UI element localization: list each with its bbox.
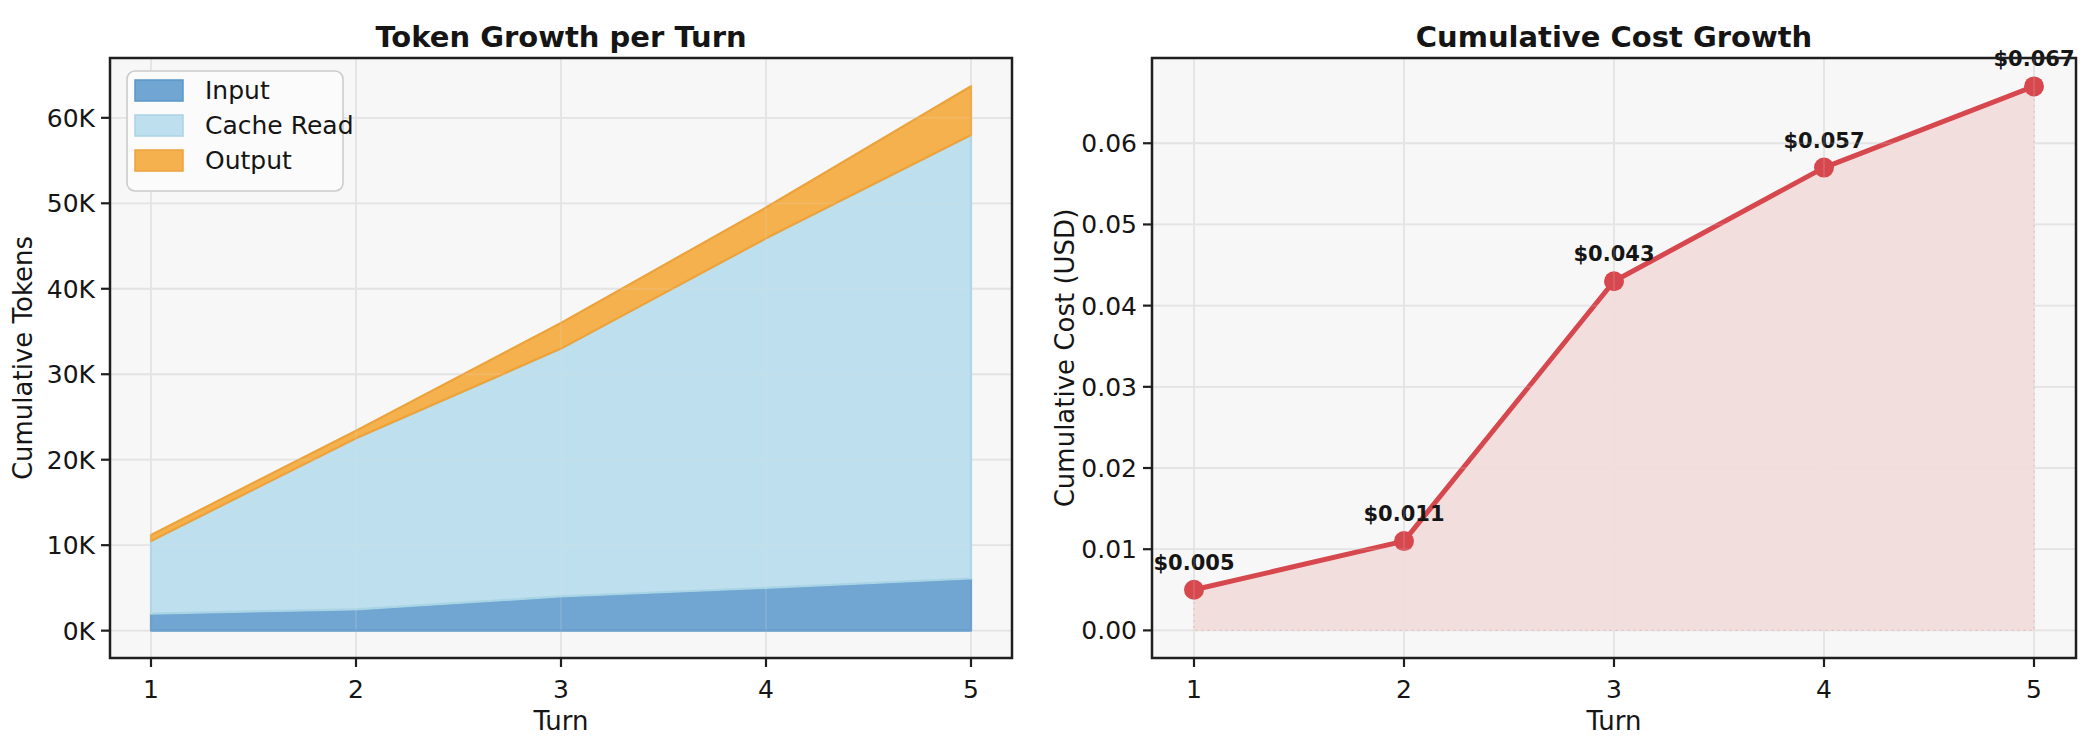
figure: 123450K10K20K30K40K50K60KToken Growth pe…	[0, 0, 2100, 750]
y-tick-label: 0.03	[1081, 373, 1137, 402]
y-tick-label: 50K	[47, 189, 96, 218]
y-tick-label: 0.06	[1081, 129, 1137, 158]
y-tick-label: 0.04	[1081, 292, 1137, 321]
legend-swatch-input	[135, 80, 183, 101]
y-tick-label: 0.01	[1081, 535, 1137, 564]
x-tick-label: 5	[2026, 675, 2042, 704]
x-tick-label: 3	[553, 675, 569, 704]
chart-token-growth: 123450K10K20K30K40K50K60KToken Growth pe…	[8, 20, 1012, 736]
y-tick-label: 40K	[47, 275, 96, 304]
y-tick-label: 60K	[47, 104, 96, 133]
x-axis-label: Turn	[532, 706, 588, 736]
y-axis-label: Cumulative Tokens	[8, 236, 38, 480]
y-tick-label: 0K	[63, 617, 96, 646]
y-tick-label: 0.00	[1081, 616, 1137, 645]
charts-svg: 123450K10K20K30K40K50K60KToken Growth pe…	[0, 0, 2100, 750]
x-tick-label: 1	[143, 675, 159, 704]
legend-swatch-cache-read	[135, 115, 183, 136]
y-tick-label: 0.05	[1081, 210, 1137, 239]
y-tick-label: 10K	[47, 531, 96, 560]
y-axis-label: Cumulative Cost (USD)	[1050, 209, 1080, 508]
chart-title: Cumulative Cost Growth	[1416, 20, 1813, 54]
x-tick-label: 1	[1186, 675, 1202, 704]
x-axis-label: Turn	[1585, 706, 1641, 736]
x-tick-label: 2	[348, 675, 364, 704]
x-tick-label: 3	[1606, 675, 1622, 704]
legend-label: Cache Read	[205, 111, 354, 140]
x-tick-label: 2	[1396, 675, 1412, 704]
x-tick-label: 4	[1816, 675, 1832, 704]
chart-cumulative-cost: $0.005$0.011$0.043$0.057$0.067123450.000…	[1050, 20, 2076, 736]
y-tick-label: 0.02	[1081, 454, 1137, 483]
x-tick-label: 4	[758, 675, 774, 704]
legend: Input Cache Read Output	[127, 71, 354, 191]
y-tick-label: 20K	[47, 446, 96, 475]
y-tick-label: 30K	[47, 360, 96, 389]
chart-title: Token Growth per Turn	[375, 20, 746, 54]
x-tick-label: 5	[963, 675, 979, 704]
legend-swatch-output	[135, 150, 183, 171]
legend-label: Output	[205, 146, 292, 175]
legend-label: Input	[205, 76, 270, 105]
